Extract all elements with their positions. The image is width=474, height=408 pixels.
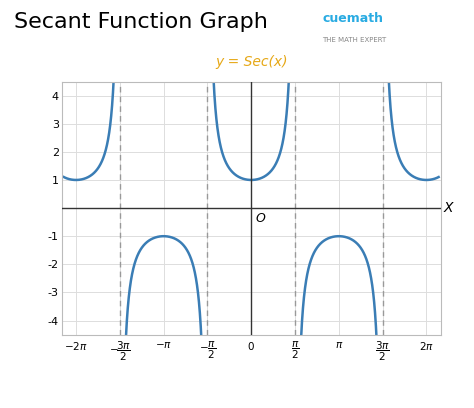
Text: y = Sec(x): y = Sec(x) — [215, 55, 287, 69]
Text: X: X — [444, 201, 453, 215]
Text: $O$: $O$ — [255, 212, 266, 225]
Text: cuemath: cuemath — [322, 12, 383, 25]
Text: Secant Function Graph: Secant Function Graph — [14, 12, 268, 32]
Text: THE MATH EXPERT: THE MATH EXPERT — [322, 37, 387, 43]
